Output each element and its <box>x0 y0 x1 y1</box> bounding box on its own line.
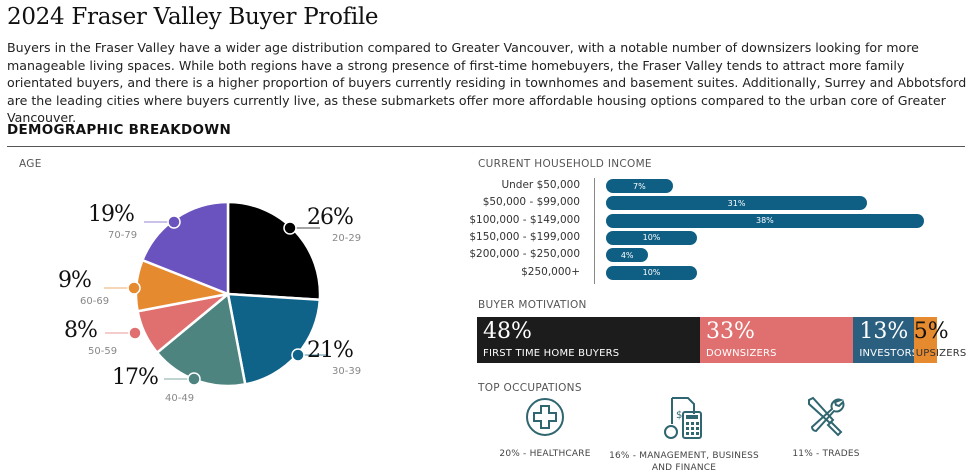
occupation-trades: 11% - TRADES <box>751 396 901 460</box>
occupations-title: TOP OCCUPATIONS <box>478 382 582 394</box>
income-chart-title: CURRENT HOUSEHOLD INCOME <box>478 158 652 170</box>
income-bar: 7% <box>606 179 673 193</box>
leader-dot <box>291 348 305 362</box>
income-bar: 10% <box>606 265 697 280</box>
motivation-segment: 5% UPSIZERS <box>913 317 966 363</box>
leader-dot <box>167 215 181 229</box>
age-chart-title: AGE <box>19 158 42 170</box>
motivation-value: 13% <box>859 319 909 344</box>
motivation-label: INVESTORS <box>859 348 919 359</box>
occupation-label: 16% - MANAGEMENT, BUSINESS AND FINANCE <box>609 451 759 473</box>
calculator-finance-icon: $ <box>664 397 702 439</box>
income-category-label: $150,000 - $199,000 <box>469 230 580 243</box>
wrench-screwdriver-icon <box>808 396 845 437</box>
income-bar: 31% <box>606 196 868 211</box>
leader-dot <box>128 326 142 340</box>
income-category-label: $250,000+ <box>521 265 580 278</box>
motivation-segment: 33% DOWNSIZERS <box>700 317 854 363</box>
pie-category-label: 20-29 <box>332 233 362 244</box>
leader-dot <box>127 281 141 295</box>
motivation-value: 48% <box>483 319 532 344</box>
leader-dot <box>187 372 201 386</box>
occupation-label: 11% - TRADES <box>792 449 860 459</box>
motivation-value: 33% <box>706 319 755 344</box>
income-bar: 10% <box>606 230 697 245</box>
income-category-label: $50,000 - $99,000 <box>482 196 580 209</box>
age-pie-chart <box>104 200 328 388</box>
intro-paragraph: Buyers in the Fraser Valley have a wider… <box>7 40 967 125</box>
occupation-finance: $ 16% - MANAGEMENT, BUSINESS AND FINANCE <box>609 396 759 474</box>
motivation-segment: 13% INVESTORS <box>853 317 918 363</box>
occupation-healthcare: 20% - HEALTHCARE <box>470 396 620 460</box>
pie-category-label: 50-59 <box>88 346 118 357</box>
pie-value-label: 19% <box>88 202 135 227</box>
section-heading: DEMOGRAPHIC BREAKDOWN <box>7 122 232 138</box>
income-bar: 4% <box>606 248 649 263</box>
motivation-label: DOWNSIZERS <box>706 348 777 359</box>
leader-dot <box>283 221 297 235</box>
pie-category-label: 30-39 <box>332 366 362 377</box>
page-title: 2024 Fraser Valley Buyer Profile <box>7 4 379 30</box>
motivation-chart-title: BUYER MOTIVATION <box>478 299 587 311</box>
svg-text:$: $ <box>676 410 682 421</box>
income-axis <box>594 178 595 284</box>
pie-value-label: 17% <box>112 365 159 390</box>
motivation-label: UPSIZERS <box>915 348 967 359</box>
income-category-label: $200,000 - $250,000 <box>469 248 580 261</box>
pie-value-label: 9% <box>58 268 92 293</box>
motivation-stacked-bar: 48% FIRST TIME HOME BUYERS 33% DOWNSIZERS 13… <box>477 317 966 363</box>
occupation-label: 20% - HEALTHCARE <box>499 449 591 459</box>
motivation-value: 5% <box>913 319 949 344</box>
pie-value-label: 21% <box>307 338 354 363</box>
pie-category-label: 70-79 <box>108 230 138 241</box>
pie-value-label: 8% <box>64 318 98 343</box>
motivation-segment: 48% FIRST TIME HOME BUYERS <box>477 317 701 363</box>
income-category-label: Under $50,000 <box>501 179 580 191</box>
pie-category-label: 60-69 <box>80 296 110 307</box>
pie-category-label: 40-49 <box>165 393 195 404</box>
motivation-label: FIRST TIME HOME BUYERS <box>483 348 620 359</box>
divider <box>7 146 965 147</box>
medical-cross-icon <box>526 398 564 436</box>
income-bar: 38% <box>606 213 924 228</box>
pie-value-label: 26% <box>307 205 354 230</box>
income-category-label: $100,000 - $149,000 <box>469 213 580 226</box>
